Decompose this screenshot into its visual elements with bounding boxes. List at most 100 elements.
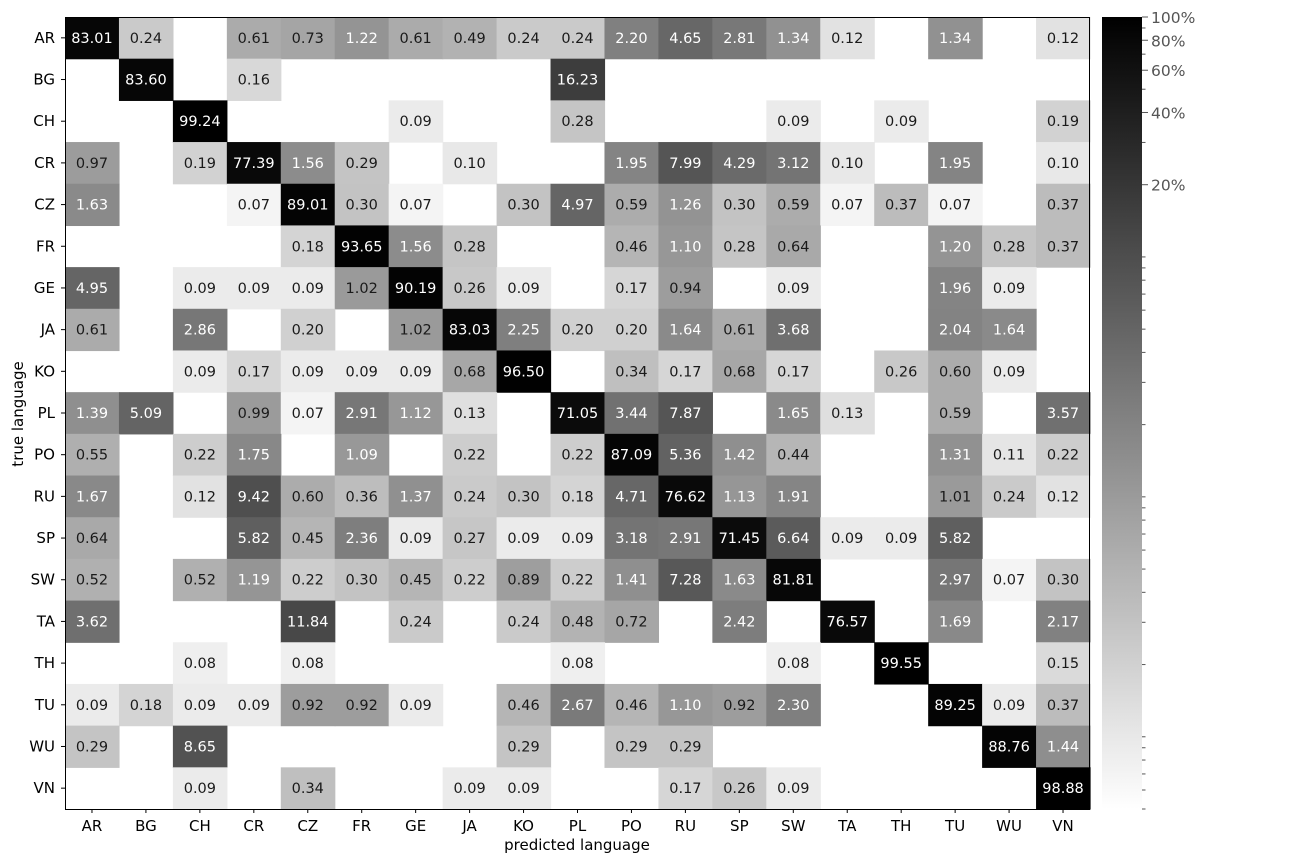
heatmap-cell: [65, 475, 120, 518]
heatmap-cell: [712, 558, 767, 602]
cell-value-label: 1.34: [777, 31, 809, 47]
cell-value-label: 2.42: [723, 614, 755, 630]
cell-value-label: 0.16: [238, 73, 270, 89]
cell-value-label: 1.63: [76, 198, 108, 214]
cell-value-label: 0.55: [76, 448, 108, 464]
heatmap-cell: [334, 350, 390, 393]
heatmap-cell: [604, 517, 660, 560]
x-tick-label: KO: [513, 817, 534, 835]
cell-value-label: 1.67: [76, 489, 108, 505]
cell-value-label: 1.20: [939, 239, 971, 255]
heatmap-cell: [550, 392, 606, 435]
x-tick-label: TH: [890, 817, 911, 835]
heatmap-cell: [604, 225, 660, 268]
cell-value-label: 98.88: [1042, 781, 1084, 797]
y-tick-label: SW: [31, 571, 56, 589]
cell-value-label: 0.07: [238, 198, 270, 214]
cell-value-label: 0.24: [507, 614, 539, 630]
heatmap-cell: [496, 350, 552, 393]
cell-value-label: 5.09: [130, 406, 162, 422]
heatmap-cell: [712, 517, 767, 560]
cell-value-label: 0.08: [184, 656, 216, 672]
cell-value-label: 0.09: [507, 281, 539, 297]
heatmap-cell: [388, 392, 444, 435]
cell-value-label: 0.30: [346, 573, 378, 589]
heatmap-cell: [928, 600, 983, 643]
cell-value-label: 0.09: [561, 531, 593, 547]
heatmap-cell: [280, 683, 336, 727]
heatmap-cell: [226, 517, 282, 560]
cell-value-label: 5.82: [939, 531, 971, 547]
cell-value-label: 0.07: [993, 573, 1025, 589]
cell-value-label: 0.18: [130, 698, 162, 714]
heatmap-cell: [1036, 17, 1091, 60]
cell-value-label: 0.29: [76, 739, 108, 755]
heatmap-cell: [658, 683, 713, 727]
heatmap-cell: [442, 392, 498, 435]
cell-value-label: 0.59: [939, 406, 971, 422]
cell-value-label: 0.09: [238, 698, 270, 714]
cell-value-label: 1.65: [777, 406, 809, 422]
heatmap-cell: [604, 558, 660, 602]
cell-value-label: 0.97: [76, 156, 108, 172]
cell-value-label: 0.52: [184, 573, 216, 589]
heatmap-cell: [982, 433, 1037, 477]
colorbar-gradient: [1102, 17, 1142, 809]
x-tick-label: CH: [189, 817, 211, 835]
cell-value-label: 0.26: [885, 364, 917, 380]
heatmap-cell: [118, 58, 174, 101]
heatmap-cell: [766, 225, 821, 268]
cell-value-label: 1.39: [76, 406, 108, 422]
cell-value-label: 0.22: [1047, 448, 1079, 464]
heatmap-cell: [712, 683, 767, 727]
cell-value-label: 3.12: [777, 156, 809, 172]
heatmap-cell: [712, 225, 767, 268]
heatmap-cell: [226, 350, 282, 393]
cell-value-label: 71.45: [719, 531, 761, 547]
cell-value-label: 0.22: [453, 573, 485, 589]
heatmap-cell: [982, 267, 1037, 310]
heatmap-cell: [280, 267, 336, 310]
heatmap-cell: [766, 475, 821, 518]
heatmap-cell: [1036, 100, 1091, 143]
heatmap-cell: [766, 433, 821, 477]
cell-value-label: 0.24: [561, 31, 593, 47]
x-tick-label: TA: [837, 817, 857, 835]
cell-value-label: 0.17: [615, 281, 647, 297]
x-tick-label: GE: [405, 817, 426, 835]
heatmap-cell: [388, 17, 444, 60]
cell-value-label: 1.96: [939, 281, 971, 297]
heatmap-cell: [226, 558, 282, 602]
cell-value-label: 1.10: [669, 239, 701, 255]
heatmap-cell: [280, 475, 336, 518]
y-tick-label: BG: [33, 71, 55, 89]
heatmap-cell: [658, 767, 713, 810]
x-axis-label: predicted language: [504, 836, 650, 854]
cell-value-label: 0.61: [238, 31, 270, 47]
x-tick-label: CZ: [297, 817, 318, 835]
cell-value-label: 5.82: [238, 531, 270, 547]
colorbar: 100% 80% 60% 40% 20%: [1102, 9, 1195, 810]
cell-value-label: 1.56: [400, 239, 432, 255]
x-tick-label: RU: [675, 817, 696, 835]
heatmap-cell: [928, 392, 983, 435]
cell-value-label: 0.24: [993, 489, 1025, 505]
cell-value-label: 0.37: [885, 198, 917, 214]
heatmap-cell: [766, 17, 821, 60]
heatmap-cell: [550, 308, 606, 352]
heatmap-cell: [982, 725, 1037, 768]
cell-value-label: 0.20: [292, 323, 324, 339]
heatmap-cell: [1036, 683, 1091, 727]
heatmap-cell: [658, 17, 713, 60]
heatmap-cell: [928, 475, 983, 518]
cell-value-label: 2.25: [507, 323, 539, 339]
heatmap-cell: [928, 267, 983, 310]
cell-value-label: 0.17: [669, 781, 701, 797]
heatmap-cell: [496, 725, 552, 768]
cell-value-label: 0.09: [993, 364, 1025, 380]
heatmap-cell: [65, 517, 120, 560]
cell-value-label: 0.30: [723, 198, 755, 214]
cell-value-label: 0.12: [184, 489, 216, 505]
y-tick-label: CR: [34, 154, 55, 172]
heatmap-cell: [280, 17, 336, 60]
